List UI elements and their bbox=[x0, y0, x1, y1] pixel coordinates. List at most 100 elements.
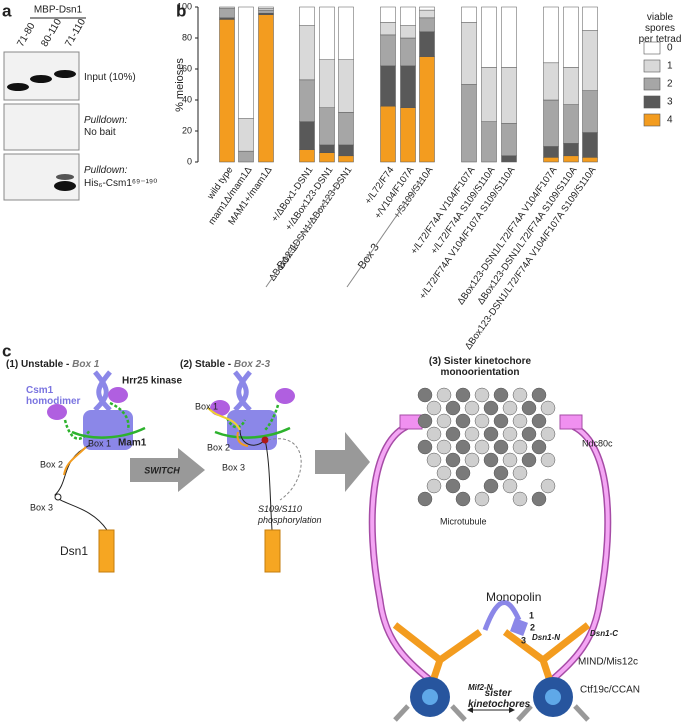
bar-segment bbox=[319, 144, 335, 153]
bar-segment bbox=[400, 6, 416, 26]
bar-segment bbox=[419, 56, 435, 163]
tubulin bbox=[512, 387, 528, 403]
bar-segment bbox=[319, 59, 335, 108]
tubulin bbox=[426, 452, 442, 468]
tubulin bbox=[531, 413, 547, 429]
bar-segment bbox=[563, 67, 579, 105]
tubulin bbox=[502, 452, 518, 468]
bar-segment bbox=[319, 152, 335, 163]
tubulin bbox=[417, 413, 433, 429]
bar-segment bbox=[258, 9, 274, 14]
tubulin bbox=[417, 439, 433, 455]
bar-segment bbox=[338, 6, 354, 60]
bar-segment bbox=[299, 121, 315, 150]
tubulin bbox=[493, 413, 509, 429]
gel bbox=[3, 103, 80, 151]
bar-segment bbox=[299, 79, 315, 122]
tubulin bbox=[502, 400, 518, 416]
tubulin bbox=[540, 426, 556, 442]
tubulin bbox=[436, 413, 452, 429]
box-label: Box 2 bbox=[40, 459, 63, 469]
lane-label: 80-110 bbox=[39, 17, 64, 49]
legend-label: 0 bbox=[667, 43, 673, 54]
tubulin bbox=[531, 439, 547, 455]
ndc80c-label: Ndc80c bbox=[582, 438, 613, 448]
tubulin bbox=[455, 387, 471, 403]
box-label: Box 1 bbox=[195, 401, 218, 411]
tubulin bbox=[521, 426, 537, 442]
stage-title: (1) Unstable - Box 1 bbox=[6, 359, 100, 370]
group-line bbox=[346, 178, 423, 288]
y-tick-label: 80 bbox=[182, 32, 192, 42]
phospho-label: S109/S110 phosphorylation bbox=[258, 504, 322, 525]
tubulin bbox=[502, 478, 518, 494]
band bbox=[54, 181, 76, 191]
bar-segment bbox=[380, 22, 396, 36]
gel-label: No bait bbox=[84, 127, 116, 138]
stage-title-box: Box 1 bbox=[72, 359, 100, 370]
switch-label: SWITCH bbox=[144, 465, 180, 475]
box-number: 3 bbox=[521, 635, 526, 645]
tubulin bbox=[540, 400, 556, 416]
bar-segment bbox=[461, 84, 477, 163]
tubulin bbox=[455, 491, 471, 507]
tubulin bbox=[455, 413, 471, 429]
tubulin bbox=[540, 452, 556, 468]
tubulin bbox=[455, 465, 471, 481]
legend-swatch bbox=[643, 113, 661, 127]
bar-segment bbox=[582, 132, 598, 158]
tubulin bbox=[445, 452, 461, 468]
bar-segment bbox=[258, 6, 274, 9]
monopolin-label: Monopolin bbox=[486, 590, 541, 604]
bar-segment bbox=[400, 107, 416, 163]
legend-swatch bbox=[643, 95, 661, 109]
bar-segment bbox=[501, 123, 517, 157]
tubulin bbox=[531, 387, 547, 403]
gel-label: Input (10%) bbox=[84, 72, 136, 83]
tubulin bbox=[474, 413, 490, 429]
tubulin bbox=[512, 413, 528, 429]
dsn1n-label: Dsn1-N bbox=[532, 633, 560, 642]
tubulin bbox=[426, 400, 442, 416]
box-label: Box 2 bbox=[207, 442, 230, 452]
y-tick-label: 100 bbox=[177, 1, 192, 11]
bar-segment bbox=[461, 22, 477, 85]
bar-segment bbox=[543, 62, 559, 101]
bar-segment bbox=[400, 37, 416, 67]
tubulin bbox=[483, 426, 499, 442]
gel-label: Pulldown: bbox=[84, 115, 128, 126]
tubulin bbox=[502, 426, 518, 442]
bar-segment bbox=[299, 25, 315, 81]
tubulin bbox=[521, 452, 537, 468]
band bbox=[7, 83, 29, 91]
bar-segment bbox=[338, 144, 354, 157]
mind-label: MIND/Mis12c bbox=[578, 657, 638, 668]
panel-letter: b bbox=[176, 1, 186, 20]
stage1-diagram bbox=[47, 370, 205, 573]
legend-swatch bbox=[643, 77, 661, 91]
sister-label: sister kinetochores bbox=[468, 688, 531, 710]
bar-segment bbox=[419, 17, 435, 33]
bar-segment bbox=[400, 65, 416, 108]
stage-title-text: (2) Stable - bbox=[180, 359, 234, 370]
tubulin bbox=[483, 478, 499, 494]
tubulin bbox=[445, 426, 461, 442]
mif2n-label: Mif2-N bbox=[468, 683, 493, 692]
bar-segment bbox=[400, 25, 416, 39]
box-label: Box 3 bbox=[30, 502, 53, 512]
tubulin bbox=[436, 439, 452, 455]
bar-segment bbox=[299, 149, 315, 163]
tubulin bbox=[436, 387, 452, 403]
bar-segment bbox=[380, 105, 396, 163]
tubulin bbox=[531, 491, 547, 507]
gel-label: His₆-Csm1⁶⁹⁻¹⁹⁰ bbox=[84, 178, 158, 189]
tubulin bbox=[445, 478, 461, 494]
tubulin bbox=[512, 465, 528, 481]
stage-title: (2) Stable - Box 2-3 bbox=[180, 359, 270, 370]
tubulin bbox=[483, 400, 499, 416]
legend-label: 3 bbox=[667, 97, 673, 108]
tubulin bbox=[426, 478, 442, 494]
tubulin bbox=[417, 387, 433, 403]
